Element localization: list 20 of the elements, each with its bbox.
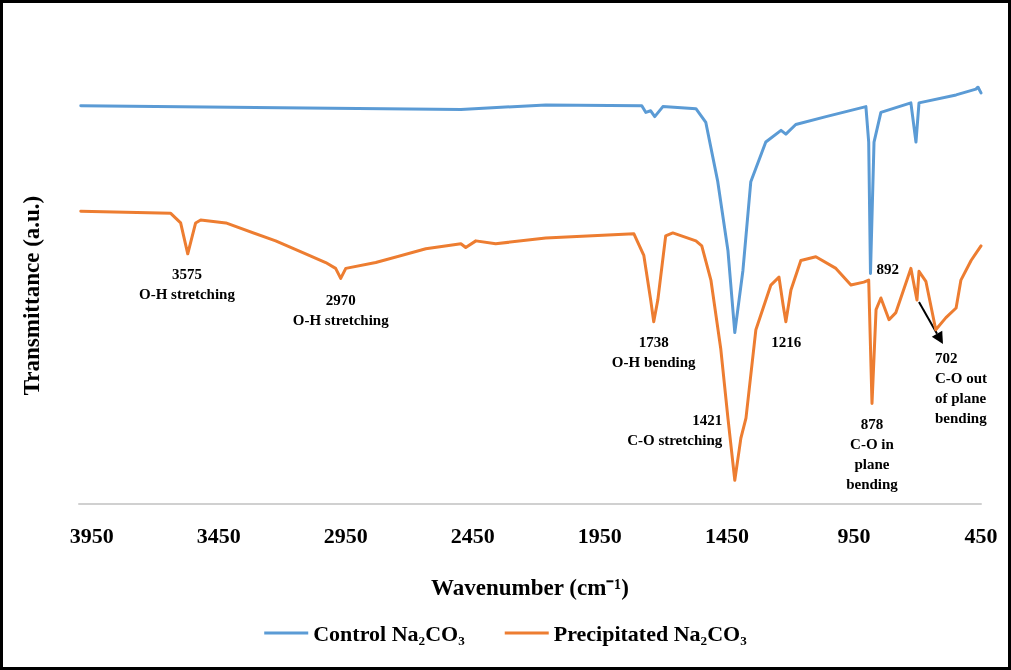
x-tick-label: 950 [837,522,871,548]
annotation: 892 [876,261,899,278]
annotation: 702 C-O out of plane bending [934,350,988,427]
annotation: 3575 O-H stretching [139,265,236,302]
annotation: 1216 [771,333,802,350]
annotation: 1738 O-H bending [611,333,697,370]
legend-label: Control Na₂CO₃ [313,620,466,646]
x-tick-label: 2950 [323,522,368,548]
x-tick-label: 1950 [577,522,622,548]
x-tick-label: 1450 [704,522,749,548]
annotation: 878 C-O in plane bending [846,415,899,492]
x-tick-label: 450 [964,522,998,548]
x-tick-label: 3950 [69,522,114,548]
x-tick-label: 3450 [196,522,241,548]
x-axis-title: Wavenumber (cm⁻¹) [431,575,629,600]
x-tick-label: 2450 [450,522,495,548]
annotation: 1421 C-O stretching [627,412,723,449]
annotation: 2970 O-H stretching [292,292,390,329]
y-axis-title: Transmittance (a.u.) [19,195,44,396]
legend-label: Precipitated Na₂CO₃ [553,620,748,646]
